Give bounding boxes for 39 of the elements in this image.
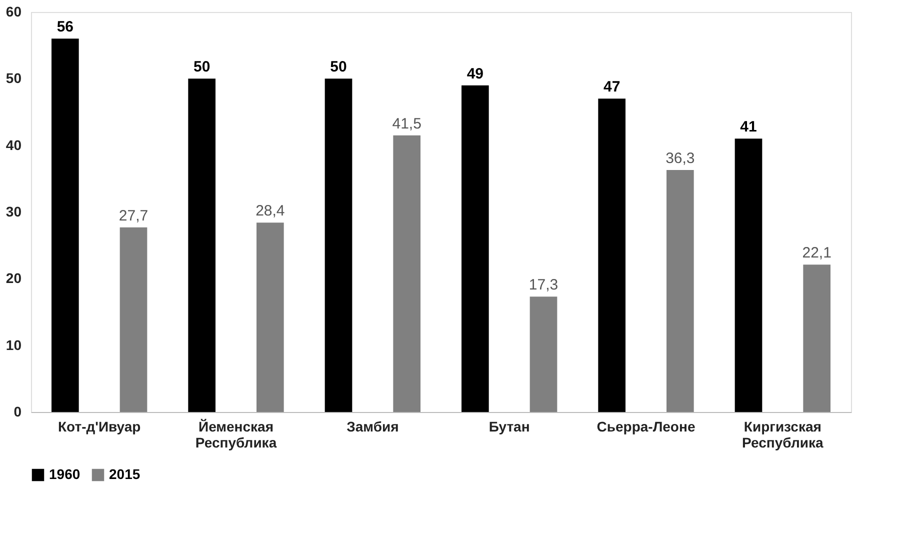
data-label: 36,3 [666,150,695,167]
bar [52,38,79,412]
bar [598,98,626,412]
y-tick-label: 30 [6,204,22,220]
bar [530,296,558,412]
bar [120,227,148,412]
bar [393,135,420,412]
x-tick-label: Йеменская Республика [195,418,277,450]
bar [666,170,694,412]
x-tick-label: Киргизская Республика [742,418,824,450]
x-tick-label: Бутан [488,418,530,434]
data-label: 41 [740,118,757,136]
bar [734,138,762,412]
x-tick-label: Сьерра-Леоне [596,418,696,434]
data-label: 22,1 [802,244,832,262]
y-tick-label: 20 [6,270,22,286]
y-tick-label: 0 [14,404,22,420]
data-label: 17,3 [528,276,558,294]
bar [188,78,216,412]
x-tick-label: Замбия [346,418,399,434]
y-tick-label: 50 [6,70,22,86]
x-tick-label: Кот-д'Ивуар [58,418,141,434]
bar [803,264,830,412]
data-label: 41,5 [392,115,422,132]
data-label: 50 [193,58,210,76]
legend-label: 2015 [109,466,140,482]
data-label: 56 [56,18,74,36]
bar [256,222,284,412]
data-label: 28,4 [256,202,285,220]
data-label: 49 [466,65,484,82]
y-tick-label: 40 [6,136,22,153]
data-label: 50 [330,58,347,76]
bar [462,85,489,412]
data-label: 47 [603,78,620,96]
y-tick-label: 10 [6,336,22,353]
y-tick-label: 60 [6,4,22,20]
bar [324,78,352,412]
data-label: 27,7 [118,207,148,224]
legend-label: 1960 [49,466,80,482]
